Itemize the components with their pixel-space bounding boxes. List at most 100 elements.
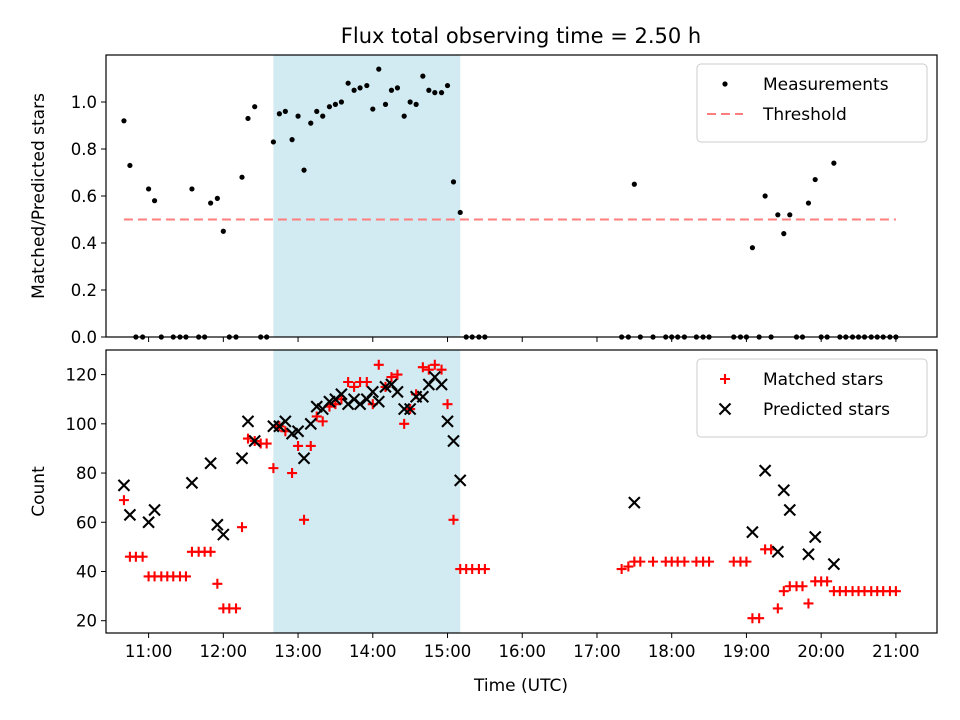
data-point: [444, 82, 451, 89]
data-point: [118, 495, 129, 506]
data-point: [420, 73, 426, 79]
data-point: [366, 385, 380, 399]
data-point: [332, 101, 339, 107]
data-point: [123, 508, 137, 522]
data-point: [758, 464, 772, 477]
data-point: [297, 452, 311, 465]
data-point: [204, 456, 217, 470]
data-point: [754, 613, 765, 624]
data-point: [426, 87, 432, 93]
data-point: [351, 87, 357, 93]
data-point: [775, 212, 781, 218]
axes-frame: [105, 349, 938, 634]
data-point: [373, 359, 384, 370]
x-tick-label: 13:00: [274, 642, 322, 661]
x-axis-label: Time (UTC): [473, 676, 568, 696]
data-point: [822, 576, 833, 587]
figure-title: Flux total observing time = 2.50 h: [341, 24, 701, 48]
data-point: [295, 113, 301, 119]
x-tick-label: 11:00: [125, 642, 173, 661]
shaded-interval: [273, 55, 461, 337]
data-point: [704, 556, 715, 567]
data-point: [314, 108, 320, 114]
data-point: [148, 503, 161, 517]
data-point: [805, 200, 812, 206]
data-point: [417, 362, 428, 373]
data-point: [235, 452, 249, 465]
data-point: [293, 440, 304, 451]
x-tick-label: 17:00: [573, 642, 621, 661]
data-point: [616, 564, 627, 575]
data-point: [803, 598, 814, 609]
data-point: [382, 101, 389, 107]
data-point: [217, 528, 230, 541]
y-tick-label: 40: [76, 562, 97, 581]
data-point: [648, 556, 659, 567]
legend-box: [696, 358, 928, 438]
data-point: [746, 525, 759, 539]
y-tick-label: 0.8: [71, 140, 97, 159]
data-point: [270, 139, 276, 145]
y-tick-label: 80: [76, 464, 97, 483]
data-point: [450, 179, 457, 185]
y-tick-label: 0.2: [71, 281, 97, 300]
data-point: [797, 581, 808, 592]
data-point: [392, 369, 403, 380]
data-point: [448, 514, 459, 525]
legend-label: Predicted stars: [763, 400, 890, 420]
data-point: [812, 176, 818, 183]
legend-marker: [720, 374, 730, 384]
data-point: [631, 181, 637, 187]
data-point: [127, 162, 133, 169]
y-tick-label: 120: [66, 366, 98, 385]
data-point: [442, 399, 453, 410]
data-point: [212, 578, 223, 589]
data-point: [781, 231, 787, 237]
data-point: [137, 551, 148, 562]
data-point: [386, 372, 397, 383]
top-panel-ratio: 0.0 0.2 0.4 0.6 0.8 1.0 Matched/Predicted star…: [29, 54, 938, 347]
data-point: [787, 212, 793, 218]
data-point: [364, 82, 370, 89]
data-point: [890, 586, 901, 597]
data-point: [399, 418, 410, 429]
legend-label: Measurements: [763, 75, 889, 95]
y-tick-label: 100: [66, 415, 98, 434]
data-point: [479, 564, 490, 575]
data-point: [808, 530, 822, 544]
data-point: [320, 113, 326, 119]
y-tick-label: 0.0: [71, 328, 97, 347]
x-tick-label: 19:00: [723, 642, 771, 661]
x-tick-label: 14:00: [349, 642, 397, 661]
data-point: [416, 390, 430, 403]
data-point: [831, 160, 837, 166]
data-point: [261, 438, 272, 449]
x-tick-label: 18:00: [648, 642, 696, 661]
data-point: [741, 556, 752, 567]
data-point: [237, 522, 248, 533]
data-point: [447, 434, 460, 448]
data-point: [441, 415, 454, 428]
data-point: [268, 463, 279, 474]
data-point: [353, 397, 367, 411]
data-point: [783, 503, 797, 517]
data-point: [802, 548, 815, 561]
data-point: [117, 479, 131, 492]
data-point: [252, 104, 258, 110]
data-point: [376, 66, 382, 72]
data-point: [299, 514, 310, 525]
data-point: [248, 434, 261, 448]
data-point: [407, 99, 413, 105]
data-point: [403, 402, 417, 416]
data-point: [778, 586, 789, 597]
bottom-panel-counts: 20 40 60 80 100 120 11:00 12:00 13:00 14:00 15:00 1…: [29, 349, 938, 661]
data-point: [438, 90, 445, 96]
data-point: [391, 385, 404, 399]
x-tick-label: 20:00: [797, 642, 845, 661]
data-point: [372, 395, 386, 408]
data-point: [239, 174, 245, 180]
data-point: [311, 411, 322, 422]
data-point: [326, 104, 333, 110]
data-point: [435, 378, 448, 391]
data-point: [121, 118, 127, 124]
